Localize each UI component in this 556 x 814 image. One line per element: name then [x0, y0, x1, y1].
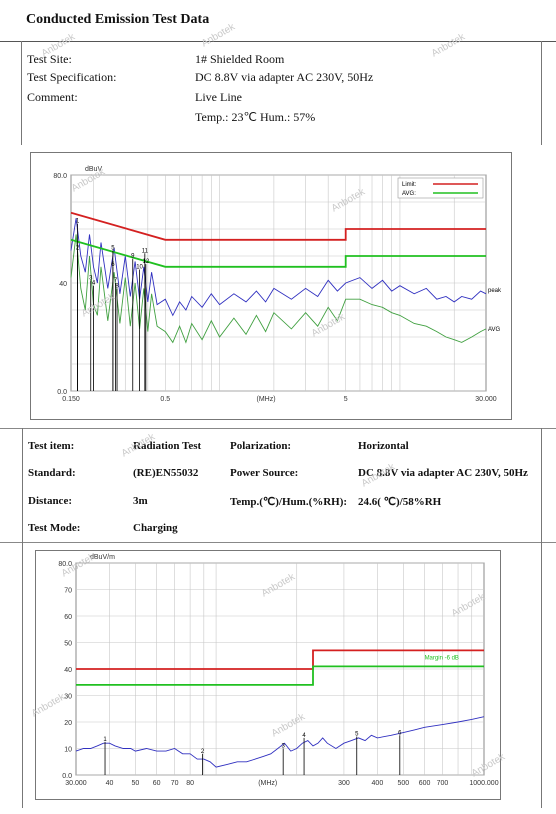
x-axis-label: (MHz): [258, 780, 277, 787]
limit-line: [76, 649, 484, 670]
y-tick-label: 40: [59, 281, 67, 288]
test-spec-label: Test Specification:: [27, 70, 117, 84]
marker-label: 2: [201, 749, 205, 755]
marker-label: 3: [89, 275, 93, 281]
peak-trace-label: peak: [488, 288, 502, 294]
divider: [0, 428, 556, 429]
x-tick-label: 40: [106, 780, 114, 787]
marker-label: 5: [355, 732, 359, 738]
marker-label: 2: [76, 246, 80, 252]
test-item-label: Test item:: [28, 440, 75, 452]
y-tick-label: 40: [64, 667, 72, 674]
x-tick-label: 1000.000: [469, 780, 498, 787]
test-site-label: Test Site:: [27, 52, 72, 66]
avg-limit-line: [70, 238, 486, 268]
test-item-value: Radiation Test: [133, 440, 202, 452]
marker-label: 1: [76, 219, 80, 225]
temp-hum-value: 24.6( ℃)/58%RH: [358, 496, 442, 508]
test-site-value: 1# Shielded Room: [195, 52, 285, 66]
limit-line: [70, 211, 486, 241]
avg-trace: [70, 234, 487, 344]
radiation-chart-panel: 0.0 10 20 30 40 50 60 70 80.0 30.000 40 50 60 70 80 300…: [35, 550, 501, 800]
y-tick-label: 10: [64, 747, 72, 754]
x-tick-label: 30.000: [65, 780, 87, 787]
y-tick-label: 60: [64, 614, 72, 621]
test-mode-label: Test Mode:: [28, 522, 81, 534]
divider: [0, 41, 556, 42]
watermark: Anbotek: [429, 31, 467, 60]
y-tick-label: 20: [64, 720, 72, 727]
divider: [21, 41, 22, 145]
x-tick-label: 0.150: [62, 396, 80, 403]
polarization-value: Horizontal: [358, 440, 409, 452]
margin-line: [76, 665, 484, 686]
y-axis-label: dBuV: [85, 166, 102, 173]
x-axis-label: (MHz): [257, 396, 276, 403]
y-tick-label: 0.0: [62, 773, 72, 780]
x-tick-label: 70: [171, 780, 179, 787]
y-axis-label: dBuV/m: [90, 554, 115, 561]
x-tick-label: 0.5: [160, 396, 170, 403]
temp-value: Temp.: 23℃ Hum.: 57%: [195, 110, 316, 124]
marker-label: 4: [92, 281, 96, 287]
marker-label: 11: [142, 248, 149, 254]
y-tick-label: 0.0: [57, 389, 67, 396]
marker-label: 5: [111, 246, 115, 252]
marker-label: 10: [136, 265, 143, 271]
standard-value: (RE)EN55032: [133, 467, 199, 479]
x-tick-label: 300: [338, 780, 350, 787]
avg-trace-label: AVG: [488, 327, 501, 333]
standard-label: Standard:: [28, 467, 76, 479]
marker-label: 12: [142, 259, 149, 265]
marker-label: 9: [131, 254, 135, 260]
y-tick-label: 70: [64, 588, 72, 595]
y-tick-label: 80.0: [53, 173, 67, 180]
divider: [22, 428, 23, 808]
legend-label: Limit:: [402, 182, 417, 188]
comment-label: Comment:: [27, 90, 78, 104]
page-title: Conducted Emission Test Data: [26, 12, 210, 27]
marker-label: 6: [398, 730, 402, 736]
x-tick-label: 500: [398, 780, 410, 787]
marker-label: 7: [114, 278, 118, 284]
marker-label: 4: [302, 733, 306, 739]
peak-trace: [70, 218, 487, 317]
margin-label: Margin -6 dB: [425, 656, 459, 662]
radiation-emission-chart: 0.0 10 20 30 40 50 60 70 80.0 30.000 40 50 60 70 80 300…: [58, 554, 498, 787]
x-tick-label: 600: [419, 780, 431, 787]
x-tick-label: 50: [132, 780, 140, 787]
x-tick-label: 80: [186, 780, 194, 787]
divider: [0, 542, 556, 543]
comment-value: Live Line: [195, 90, 242, 104]
y-tick-label: 30: [64, 694, 72, 701]
legend-label: AVG:: [402, 191, 416, 197]
polarization-label: Polarization:: [230, 440, 292, 452]
marker-label: 6: [111, 262, 115, 268]
x-tick-label: 60: [153, 780, 161, 787]
x-tick-label: 400: [372, 780, 384, 787]
y-tick-label: 50: [64, 641, 72, 648]
conducted-emission-chart-panel: 0.0 40 80.0 0.150 0.5 5 30.000 dBuV (MHz) 1 2 3 4 5 6 7…: [30, 152, 512, 420]
marker-label: 8: [115, 283, 119, 289]
y-tick-label: 80.0: [58, 561, 72, 568]
distance-value: 3m: [133, 495, 148, 507]
distance-label: Distance:: [28, 495, 72, 507]
divider: [541, 428, 542, 808]
marker-label: 3: [282, 744, 286, 750]
power-source-value: DC 8.8V via adapter AC 230V, 50Hz: [358, 467, 528, 479]
x-tick-label: 5: [344, 396, 348, 403]
test-spec-value: DC 8.8V via adapter AC 230V, 50Hz: [195, 70, 374, 84]
marker-label: 1: [103, 737, 107, 743]
emission-trace: [75, 716, 485, 768]
x-tick-label: 30.000: [475, 396, 497, 403]
test-mode-value: Charging: [133, 522, 178, 534]
temp-hum-label: Temp.(℃)/Hum.(%RH):: [230, 496, 348, 508]
divider: [541, 41, 542, 145]
x-tick-label: 700: [437, 780, 449, 787]
power-source-label: Power Source:: [230, 467, 299, 479]
